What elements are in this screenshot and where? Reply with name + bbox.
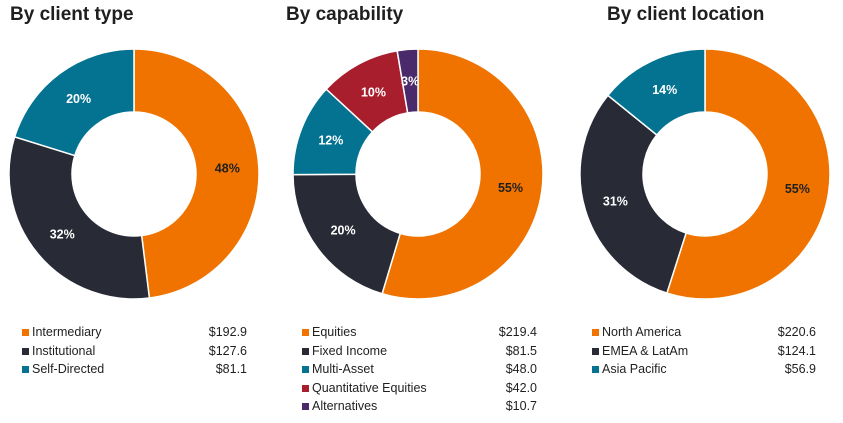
legend-label: Equities [312,325,357,339]
chart-panel-capability: By capability 55% 20% 12% 10% 3% Equities $21… [286,0,544,423]
slice-percent-label: 3% [401,74,419,88]
legend-item: EMEA & LatAm $124.1 [592,342,816,361]
legend-item: Equities $219.4 [302,323,537,342]
legend-label: Quantitative Equities [312,380,427,395]
chart-panel-client-type: By client type 48% 32% 20% Intermediary $19… [8,0,260,423]
legend-swatch [22,329,29,336]
legend-value: $56.9 [784,362,816,377]
donut-chart: 48% 32% 20% [8,48,260,300]
legend-item: Asia Pacific $56.9 [592,360,816,379]
chart-legend: Equities $219.4 Fixed Income $81.5 Multi-Ass… [302,323,537,416]
legend-item: North America $220.6 [592,323,816,342]
legend-swatch [302,403,309,411]
legend-label: Multi-Asset [312,362,374,377]
legend-swatch [22,366,29,374]
donut-slice-north-america [665,48,831,300]
legend-value: $10.7 [505,399,537,414]
legend-label: Institutional [32,343,96,358]
slice-percent-label: 32% [50,227,75,241]
legend-item: Institutional $127.6 [22,342,247,361]
legend-label: Alternatives [312,399,378,414]
donut-slice-institutional [8,135,151,300]
slice-percent-label: 31% [603,194,628,208]
chart-panel-client-location: By client location 55% 31% 14% North Ameri… [579,0,831,423]
legend-value: $48.0 [505,362,537,377]
legend-value: $220.6 [777,325,816,339]
legend-item: Self-Directed $81.1 [22,360,247,379]
legend-swatch [302,366,309,374]
legend-item: Fixed Income $81.5 [302,342,537,361]
donut-slice-alternatives [396,48,419,114]
legend-label: Intermediary [32,325,102,339]
chart-title: By client type [10,4,134,25]
legend-label: Self-Directed [32,362,105,377]
slice-percent-label: 20% [66,92,91,106]
legend-label: Fixed Income [312,343,388,358]
slice-percent-label: 10% [361,85,386,99]
legend-swatch [302,384,309,392]
legend-swatch [592,329,599,336]
donut-slice-intermediary [133,48,260,299]
chart-legend: North America $220.6 EMEA & LatAm $124.1 Asi… [592,323,816,379]
legend-value: $81.1 [215,362,247,377]
legend-label: North America [602,325,682,339]
donut-chart: 55% 20% 12% 10% 3% [292,48,544,300]
donut-chart: 55% 31% 14% [579,48,831,300]
slice-percent-label: 20% [331,224,356,238]
donut-slice-equities [381,48,544,300]
legend-swatch [592,366,599,374]
chart-title: By client location [607,4,765,25]
legend-item: Multi-Asset $48.0 [302,360,537,379]
donut-slice-fixed-income [292,173,402,295]
legend-item: Alternatives $10.7 [302,397,537,416]
legend-value: $219.4 [498,325,537,339]
legend-swatch [592,347,599,355]
legend-swatch [302,347,309,355]
legend-item: Intermediary $192.9 [22,323,247,342]
donut-slice-asia-pacific [606,48,706,137]
slice-percent-label: 55% [498,181,523,195]
legend-label: EMEA & LatAm [602,343,689,358]
legend-value: $124.1 [777,343,816,358]
legend-value: $192.9 [208,325,247,339]
legend-swatch [302,329,309,336]
slice-percent-label: 12% [318,134,343,148]
legend-value: $42.0 [505,380,537,395]
donut-slice-emea-latam [579,94,688,294]
legend-value: $127.6 [208,343,247,358]
slice-percent-label: 55% [785,182,810,196]
slice-percent-label: 48% [215,162,240,176]
legend-value: $81.5 [505,343,537,358]
chart-title: By capability [286,4,404,25]
legend-label: Asia Pacific [602,362,667,377]
legend-item: Quantitative Equities $42.0 [302,379,537,398]
legend-swatch [22,347,29,355]
chart-legend: Intermediary $192.9 Institutional $127.6 Sel… [22,323,247,379]
donut-slice-self-directed [13,48,135,157]
slice-percent-label: 14% [652,83,677,97]
